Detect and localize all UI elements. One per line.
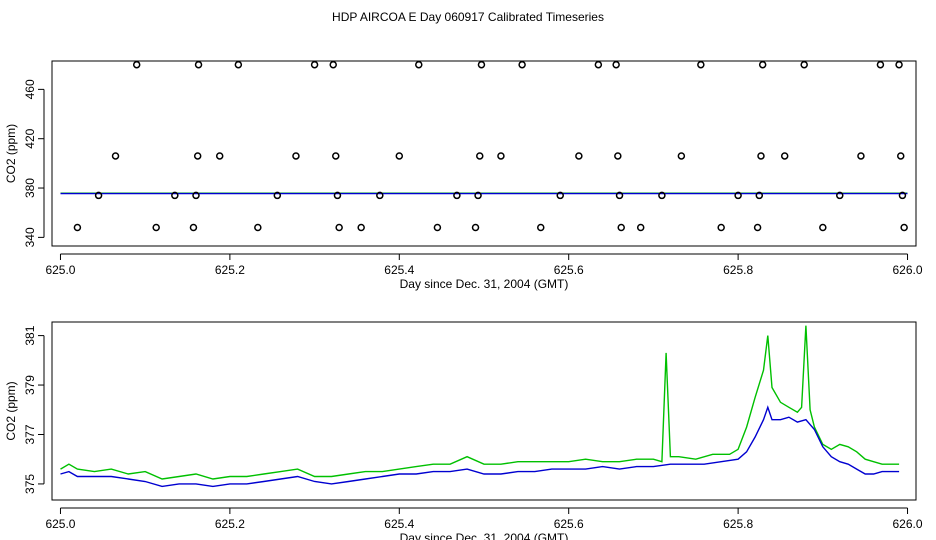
data-point (575, 152, 583, 160)
data-point (615, 191, 624, 200)
y-tick-label: 420 (23, 128, 37, 148)
data-point (94, 191, 103, 200)
plot-frame-2 (51, 321, 917, 501)
data-point (132, 60, 141, 69)
x-tick-label: 625.8 (723, 263, 753, 277)
y-tick-label: 377 (23, 424, 37, 444)
data-point (753, 223, 762, 232)
data-point (474, 191, 482, 200)
data-point (476, 152, 484, 160)
data-point (415, 60, 423, 69)
data-point (477, 60, 486, 69)
data-point (332, 152, 340, 160)
data-point (800, 60, 808, 69)
data-point (292, 152, 300, 160)
x-tick-label: 625.0 (45, 517, 75, 531)
data-point (73, 223, 82, 232)
data-point (537, 223, 545, 232)
data-point (717, 223, 725, 232)
data-point (758, 60, 767, 69)
y-tick-label: 375 (23, 474, 37, 494)
series-line-green (60, 325, 900, 480)
data-point (897, 152, 905, 160)
series-line-blue (60, 405, 900, 488)
data-point (819, 223, 827, 232)
data-point (497, 152, 505, 160)
data-point (152, 223, 160, 232)
data-point (111, 152, 120, 160)
x-tick-label: 625.4 (384, 517, 414, 531)
data-point (215, 152, 224, 160)
data-point (614, 152, 622, 160)
data-point (898, 191, 907, 200)
data-point (518, 60, 526, 69)
x-tick-label: 625.6 (554, 263, 584, 277)
x-tick-label: 625.2 (215, 517, 245, 531)
data-point (617, 223, 625, 232)
data-point (189, 223, 198, 232)
data-point (900, 223, 908, 232)
data-point (453, 191, 461, 200)
data-point (876, 60, 885, 69)
data-point (757, 152, 765, 160)
data-point (658, 191, 666, 200)
plot-frame-1 (51, 60, 917, 247)
data-point (395, 152, 404, 160)
data-point (836, 191, 844, 200)
data-point (780, 152, 789, 160)
x-tick-label: 625.2 (215, 263, 245, 277)
data-point (273, 191, 282, 200)
data-point (433, 223, 442, 232)
data-point (376, 191, 384, 200)
data-point (697, 60, 705, 69)
x-tick-label: 625.8 (723, 517, 753, 531)
data-point (192, 191, 200, 200)
chart-title: HDP AIRCOA E Day 060917 Calibrated Times… (332, 10, 604, 24)
data-point (194, 60, 203, 69)
data-point (755, 191, 764, 200)
x-tick-label: 626.0 (893, 263, 923, 277)
data-point (193, 152, 202, 160)
data-point (636, 223, 645, 232)
x-tick-label: 625.0 (45, 263, 75, 277)
data-point (734, 191, 742, 200)
x-tick-label: 625.6 (554, 517, 584, 531)
y-tick-label: 340 (23, 227, 37, 247)
y-axis-label: CO2 (ppm) (4, 124, 18, 183)
data-point (895, 60, 903, 69)
y-tick-label: 380 (23, 178, 37, 198)
data-point (310, 60, 319, 69)
data-point (612, 60, 620, 69)
data-point (171, 191, 179, 200)
y-tick-label: 379 (23, 375, 37, 395)
data-point (556, 191, 564, 200)
x-tick-label: 626.0 (893, 517, 923, 531)
y-axis-label: CO2 (ppm) (4, 381, 18, 440)
data-point (254, 223, 262, 232)
x-axis-label: Day since Dec. 31, 2004 (GMT) (400, 531, 569, 540)
data-point (333, 191, 342, 200)
data-point (857, 152, 865, 160)
data-point (329, 60, 337, 69)
y-tick-label: 460 (23, 79, 37, 99)
x-tick-label: 625.4 (384, 263, 414, 277)
data-point (677, 152, 686, 160)
data-point (357, 223, 365, 232)
data-point (335, 223, 343, 232)
data-point (234, 60, 243, 69)
x-axis-label: Day since Dec. 31, 2004 (GMT) (400, 277, 569, 291)
y-tick-label: 381 (23, 325, 37, 345)
data-point (471, 223, 480, 232)
data-point (594, 60, 603, 69)
